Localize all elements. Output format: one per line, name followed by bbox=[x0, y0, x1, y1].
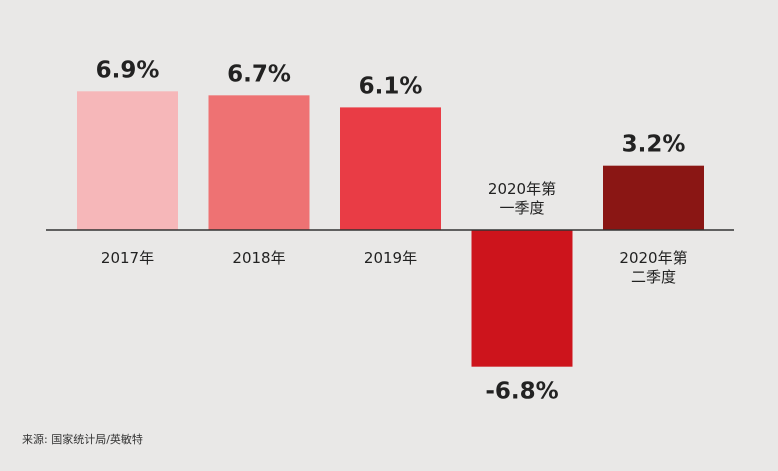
category-label-2: 2019年 bbox=[364, 249, 417, 267]
category-label-1: 2018年 bbox=[232, 249, 285, 267]
category-label-line: 2020年第 bbox=[619, 249, 687, 267]
bars-group bbox=[77, 91, 704, 367]
category-label-4: 2020年第二季度 bbox=[619, 249, 687, 286]
value-labels-group: 6.9% 6.7% 6.1% -6.8% 3.2% bbox=[96, 57, 686, 404]
category-label-line: 2019年 bbox=[364, 249, 417, 267]
category-label-line: 2018年 bbox=[232, 249, 285, 267]
category-label-line: 2020年第 bbox=[488, 180, 556, 198]
category-label-line: 2017年 bbox=[101, 249, 154, 267]
source-note: 来源: 国家统计局/英敏特 bbox=[22, 433, 143, 446]
value-label-3: -6.8% bbox=[485, 379, 558, 405]
value-label-2: 6.1% bbox=[359, 73, 423, 99]
bar-3 bbox=[471, 230, 573, 367]
value-label-0: 6.9% bbox=[96, 57, 160, 83]
bar-0 bbox=[77, 91, 178, 230]
value-label-4: 3.2% bbox=[622, 132, 686, 158]
category-label-line: 一季度 bbox=[499, 199, 544, 217]
category-label-line: 二季度 bbox=[631, 268, 676, 286]
category-label-0: 2017年 bbox=[101, 249, 154, 267]
bar-1 bbox=[208, 95, 310, 230]
value-label-1: 6.7% bbox=[227, 61, 291, 87]
category-label-3: 2020年第一季度 bbox=[488, 180, 556, 217]
bar-2 bbox=[340, 107, 441, 230]
bar-4 bbox=[603, 165, 704, 230]
